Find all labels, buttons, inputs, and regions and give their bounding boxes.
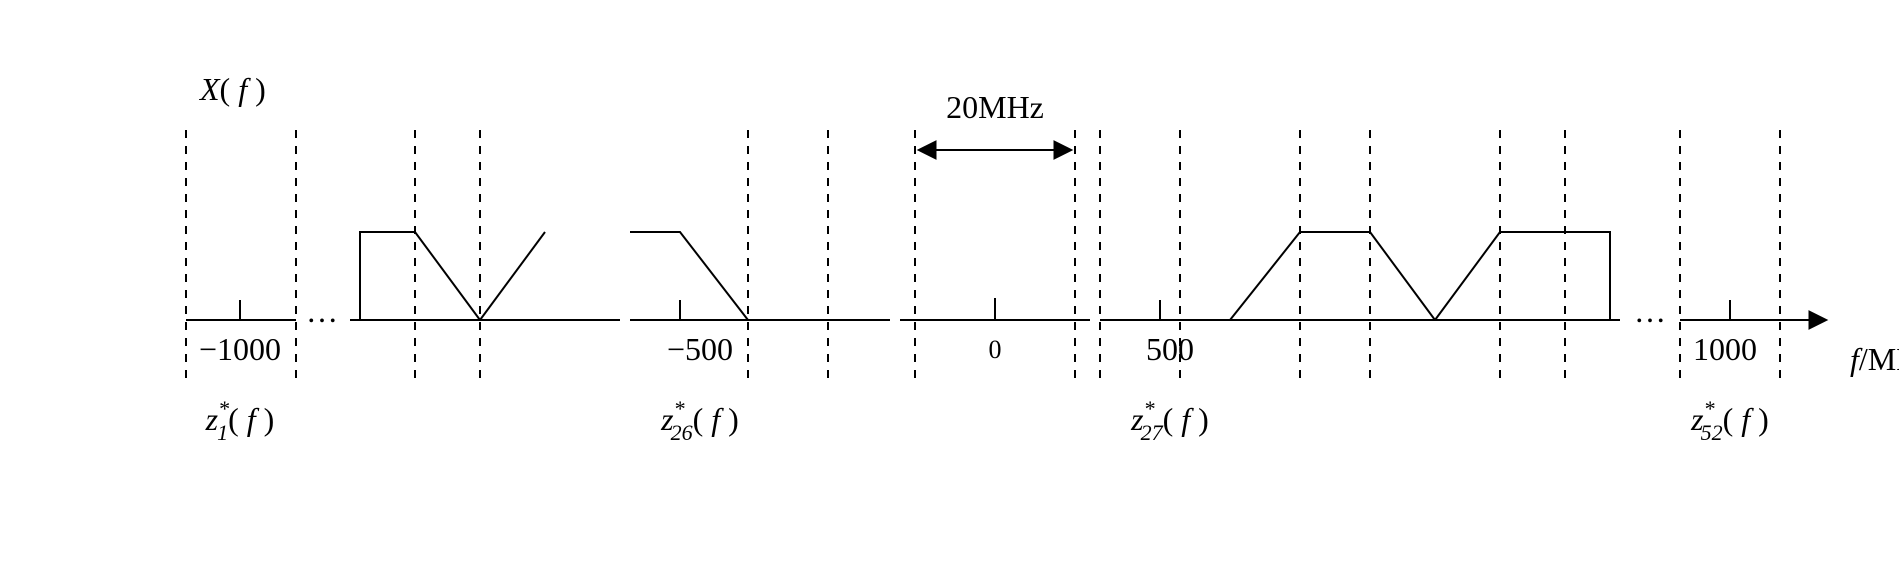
- ellipsis-left: …: [306, 293, 338, 329]
- tick-minus-1000: −1000: [199, 331, 281, 367]
- segment-z26: −500 z*26( f ): [630, 130, 890, 445]
- tick-minus-500: −500: [667, 331, 733, 367]
- segment-center: 0 20MHz: [900, 89, 1090, 380]
- y-axis-label: X( f ): [198, 71, 266, 107]
- ellipsis-right: …: [1634, 293, 1666, 329]
- segment-z1: −1000 z*1( f ): [186, 130, 296, 445]
- tick-500: 500: [1146, 331, 1194, 367]
- label-z26: z*26( f ): [660, 396, 739, 445]
- tick-zero: 0: [989, 335, 1002, 364]
- tick-1000: 1000: [1693, 331, 1757, 367]
- x-axis-label: f/MHz: [1850, 341, 1899, 377]
- label-z52: z*52( f ): [1690, 396, 1769, 445]
- spectrum-diagram: X( f ) −1000 z*1( f ) … −500 z*26( f ): [0, 0, 1899, 569]
- segment-left-shapes: [350, 130, 620, 380]
- label-z1: z*1( f ): [205, 396, 275, 445]
- label-z27: z*27( f ): [1130, 396, 1209, 445]
- segment-z52: 1000 f/MHz z*52( f ): [1680, 130, 1899, 445]
- bandwidth-label: 20MHz: [946, 89, 1044, 125]
- segment-z27: 500 z*27( f ): [1100, 130, 1620, 445]
